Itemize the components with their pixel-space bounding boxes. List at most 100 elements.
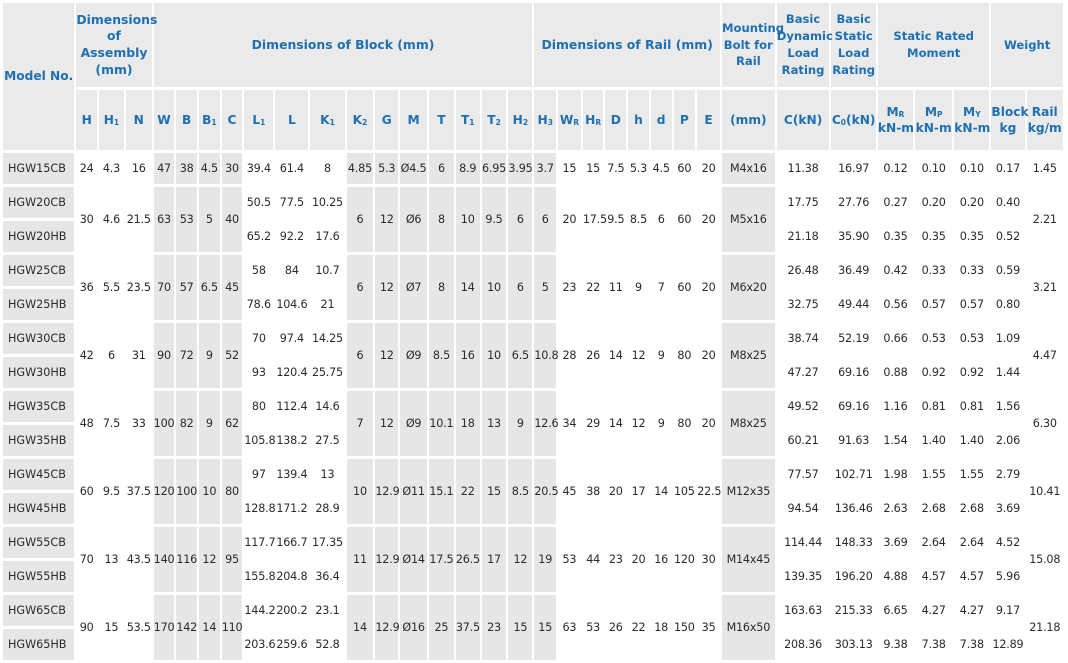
cell-block: 0.80 (991, 289, 1025, 320)
cell-p: 80 (673, 323, 696, 388)
cell-d: 14 (605, 391, 627, 456)
cell-hr: 26 (582, 323, 604, 388)
cell-h3: 20.5 (534, 459, 559, 524)
cell-block: 2.79 (991, 459, 1025, 490)
cell-wr: 63 (558, 595, 581, 660)
cell-c: 52 (221, 323, 243, 388)
cell-mp: 0.33 (915, 255, 953, 286)
model-number: HGW45HB (3, 493, 75, 524)
cell-hr: 53 (582, 595, 604, 660)
cell-l: 92.2 (275, 221, 309, 252)
cell-mp: 0.53 (915, 323, 953, 354)
cell-mp: 4.57 (915, 561, 953, 592)
cell-d: 11 (605, 255, 627, 320)
col-hr: HR (582, 90, 604, 150)
cell-d: 23 (605, 527, 627, 592)
cell-e: 30 (697, 527, 720, 592)
cell-mr: 9.38 (877, 629, 914, 660)
cell-block: 0.40 (991, 187, 1025, 218)
cell-l1: 93 (244, 357, 274, 388)
cell-e: 20 (697, 255, 720, 320)
col-t: T (429, 90, 454, 150)
cell-h: 70 (76, 527, 98, 592)
cell-h3: 10.8 (534, 323, 559, 388)
cell-k2: 6 (346, 187, 374, 252)
cell-wr: 28 (558, 323, 581, 388)
cell-mr: 0.56 (877, 289, 914, 320)
cell-k2: 10 (346, 459, 374, 524)
cell-mp: 0.35 (915, 221, 953, 252)
cell-h: 20 (628, 527, 649, 592)
cell-g: 12.9 (375, 527, 400, 592)
header-dimensions-of-block: Dimensions of Block (mm) (153, 3, 533, 87)
cell-t: 8.5 (429, 323, 454, 388)
cell-bolt: M14x45 (721, 527, 775, 592)
unit-c-kn: C(kN) (776, 90, 830, 150)
cell-mr: 0.12 (877, 153, 914, 184)
cell-c: 45 (221, 255, 243, 320)
table-row: HGW25CB 36 5.5 23.5 70 57 6.5 45 58 84 10.7 6 12 Ø7 8 1… (3, 255, 1063, 320)
model-number: HGW20HB (3, 221, 75, 252)
cell-mr: 0.35 (877, 221, 914, 252)
cell-k1: 36.4 (310, 561, 345, 592)
cell-c-kn: 17.75 (776, 187, 830, 218)
cell-block: 4.52 (991, 527, 1025, 558)
cell-c-kn: 163.63 (776, 595, 830, 626)
table-row: HGW35CB 48 7.5 33 100 82 9 62 80 112.4 14.6 7 12 Ø9 10… (3, 391, 1063, 456)
cell-l1: 144.2 (244, 595, 276, 626)
cell-rail: 10.41 (1026, 459, 1063, 524)
cell-hr: 29 (582, 391, 604, 456)
cell-w: 90 (153, 323, 175, 388)
cell-bolt: M5x16 (721, 187, 775, 252)
cell-mr: 0.42 (877, 255, 914, 286)
col-k1: K1 (310, 90, 345, 150)
cell-d: 6 (650, 187, 672, 252)
cell-block: 0.52 (991, 221, 1025, 252)
cell-g: 12 (375, 323, 399, 388)
cell-c-kn: 77.57 (776, 459, 830, 490)
cell-b1: 10 (199, 459, 220, 524)
cell-d: 26 (605, 595, 627, 660)
cell-t2: 9.5 (481, 187, 507, 252)
cell-bolt: M6x20 (721, 255, 775, 320)
cell-wr: 34 (558, 391, 581, 456)
table-row: HGW55CB 70 13 43.5 140 116 12 95 117.7 166.7 17.35… (3, 527, 1063, 592)
cell-h: 5.3 (628, 153, 649, 184)
cell-c0-kn: 303.13 (831, 629, 876, 660)
cell-k2: 11 (346, 527, 374, 592)
cell-h: 36 (76, 255, 98, 320)
cell-k1: 17.6 (310, 221, 345, 252)
cell-h2: 8.5 (508, 459, 533, 524)
cell-d: 7.5 (605, 153, 627, 184)
model-number: HGW35HB (3, 425, 75, 456)
cell-my: 0.33 (954, 255, 990, 286)
cell-block: 3.69 (991, 493, 1025, 524)
cell-c-kn: 32.75 (776, 289, 830, 320)
cell-n: 53.5 (125, 595, 152, 660)
cell-w: 47 (153, 153, 175, 184)
cell-l: 166.7 (275, 527, 309, 558)
cell-h1: 5.5 (99, 255, 124, 320)
col-block-weight: Block kg (991, 90, 1029, 150)
cell-h: 8.5 (628, 187, 649, 252)
col-w: W (153, 90, 175, 150)
cell-mr: 0.88 (877, 357, 914, 388)
cell-m: Ø16 (400, 595, 428, 660)
cell-wr: 53 (558, 527, 581, 592)
cell-h: 22 (628, 595, 649, 660)
cell-my: 0.57 (954, 289, 990, 320)
cell-k1: 13 (310, 459, 345, 490)
header-dimensions-of-rail: Dimensions of Rail (mm) (534, 3, 720, 87)
cell-hr: 22 (582, 255, 604, 320)
cell-h: 9 (628, 255, 649, 320)
cell-l: 112.4 (275, 391, 309, 422)
cell-k1: 10.25 (310, 187, 345, 218)
cell-n: 21.5 (125, 187, 152, 252)
table-row: HGW30HB 93 120.4 25.75 47.27 69.16 0.88 0.92 0.9… (3, 357, 1063, 388)
cell-h2: 6 (508, 187, 533, 252)
col-e: E (697, 90, 720, 150)
unit-c0-kn: C0(kN) (831, 90, 876, 150)
cell-block: 1.56 (991, 391, 1025, 422)
model-number: HGW15CB (3, 153, 75, 184)
cell-my: 4.27 (954, 595, 990, 626)
